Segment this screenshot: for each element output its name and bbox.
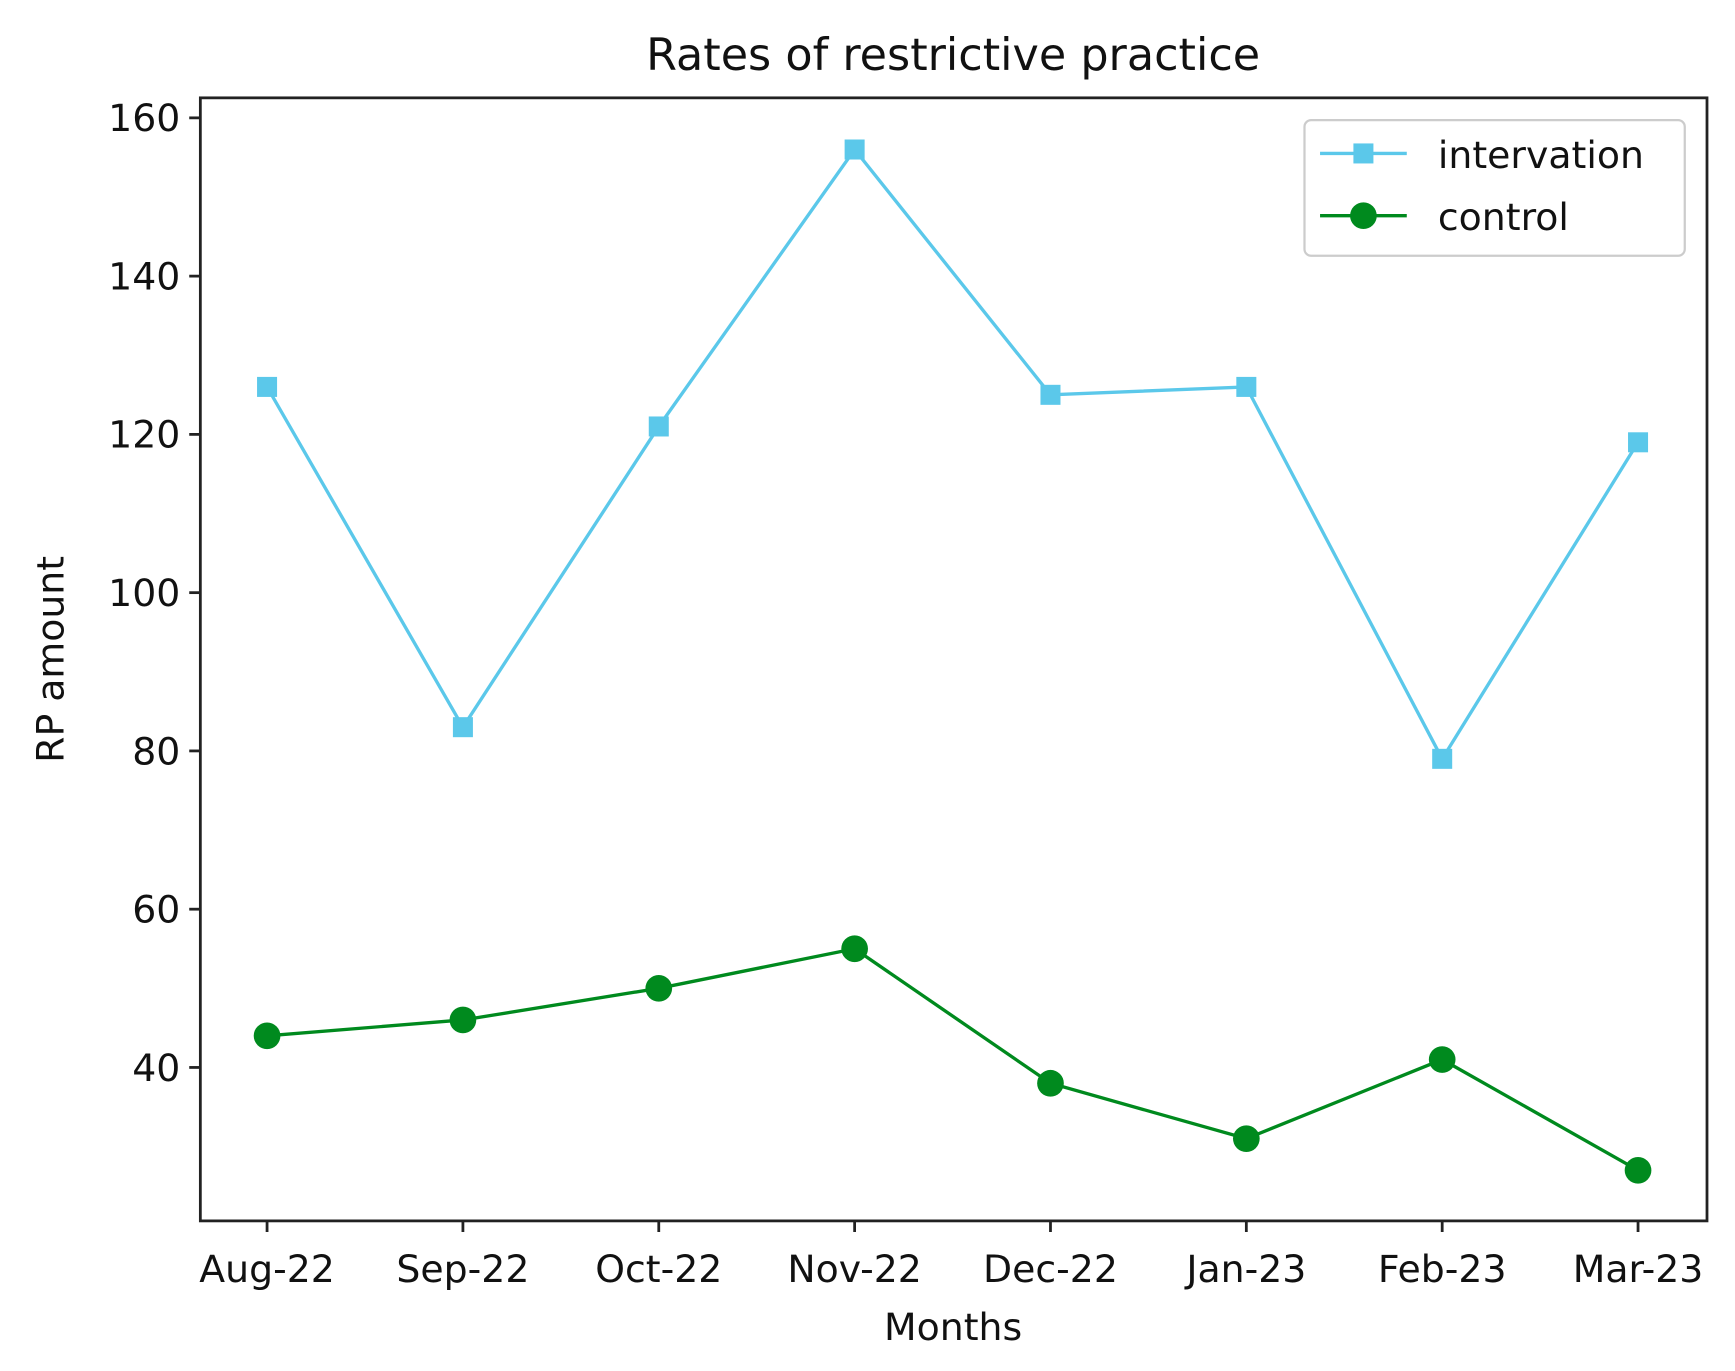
- x-tick-label: Nov-22: [787, 1247, 922, 1291]
- data-point-control: [1232, 1125, 1260, 1153]
- y-tick-label: 140: [108, 254, 180, 298]
- data-point-intervation: [257, 376, 278, 397]
- data-point-intervation: [844, 139, 865, 160]
- y-tick-label: 160: [108, 96, 180, 140]
- data-point-intervation: [1040, 384, 1061, 405]
- data-point-intervation: [452, 717, 473, 738]
- chart-title: Rates of restrictive practice: [646, 30, 1260, 81]
- data-point-control: [645, 974, 673, 1002]
- y-tick-label: 60: [132, 888, 180, 932]
- legend-label-control: control: [1438, 195, 1569, 239]
- data-point-control: [841, 935, 868, 963]
- x-axis-label: Months: [884, 1305, 1022, 1349]
- x-tick-label: Oct-22: [595, 1247, 722, 1291]
- legend-marker-square-icon: [1353, 143, 1374, 164]
- data-point-intervation: [1628, 432, 1649, 453]
- data-point-control: [1428, 1046, 1456, 1073]
- y-tick-label: 120: [108, 413, 180, 457]
- y-tick-label: 80: [132, 729, 180, 773]
- x-tick-label: Sep-22: [396, 1247, 529, 1291]
- x-tick-label: Feb-23: [1378, 1247, 1507, 1291]
- y-axis-label: RP amount: [29, 556, 73, 763]
- y-tick-label: 40: [132, 1046, 180, 1090]
- x-tick-label: Jan-23: [1184, 1247, 1306, 1291]
- series-line-intervation: [265, 146, 1640, 763]
- data-point-control: [449, 1006, 477, 1034]
- series-line-control: [266, 946, 1639, 1172]
- x-tick-label: Dec-22: [983, 1247, 1118, 1291]
- data-point-intervation: [1432, 748, 1453, 769]
- legend-marker-circle-icon: [1350, 202, 1377, 230]
- data-point-control: [1037, 1069, 1064, 1097]
- data-point-control: [1624, 1156, 1652, 1184]
- y-tick-label: 100: [108, 571, 180, 615]
- data-point-intervation: [1236, 376, 1257, 397]
- legend-label-intervation: intervation: [1438, 133, 1644, 177]
- x-tick-label: Mar-23: [1573, 1247, 1704, 1291]
- legend: intervation control: [1303, 118, 1686, 257]
- plot-area: [198, 96, 1709, 1223]
- data-point-control: [253, 1022, 281, 1050]
- data-point-intervation: [648, 416, 669, 437]
- x-tick-label: Aug-22: [199, 1247, 335, 1291]
